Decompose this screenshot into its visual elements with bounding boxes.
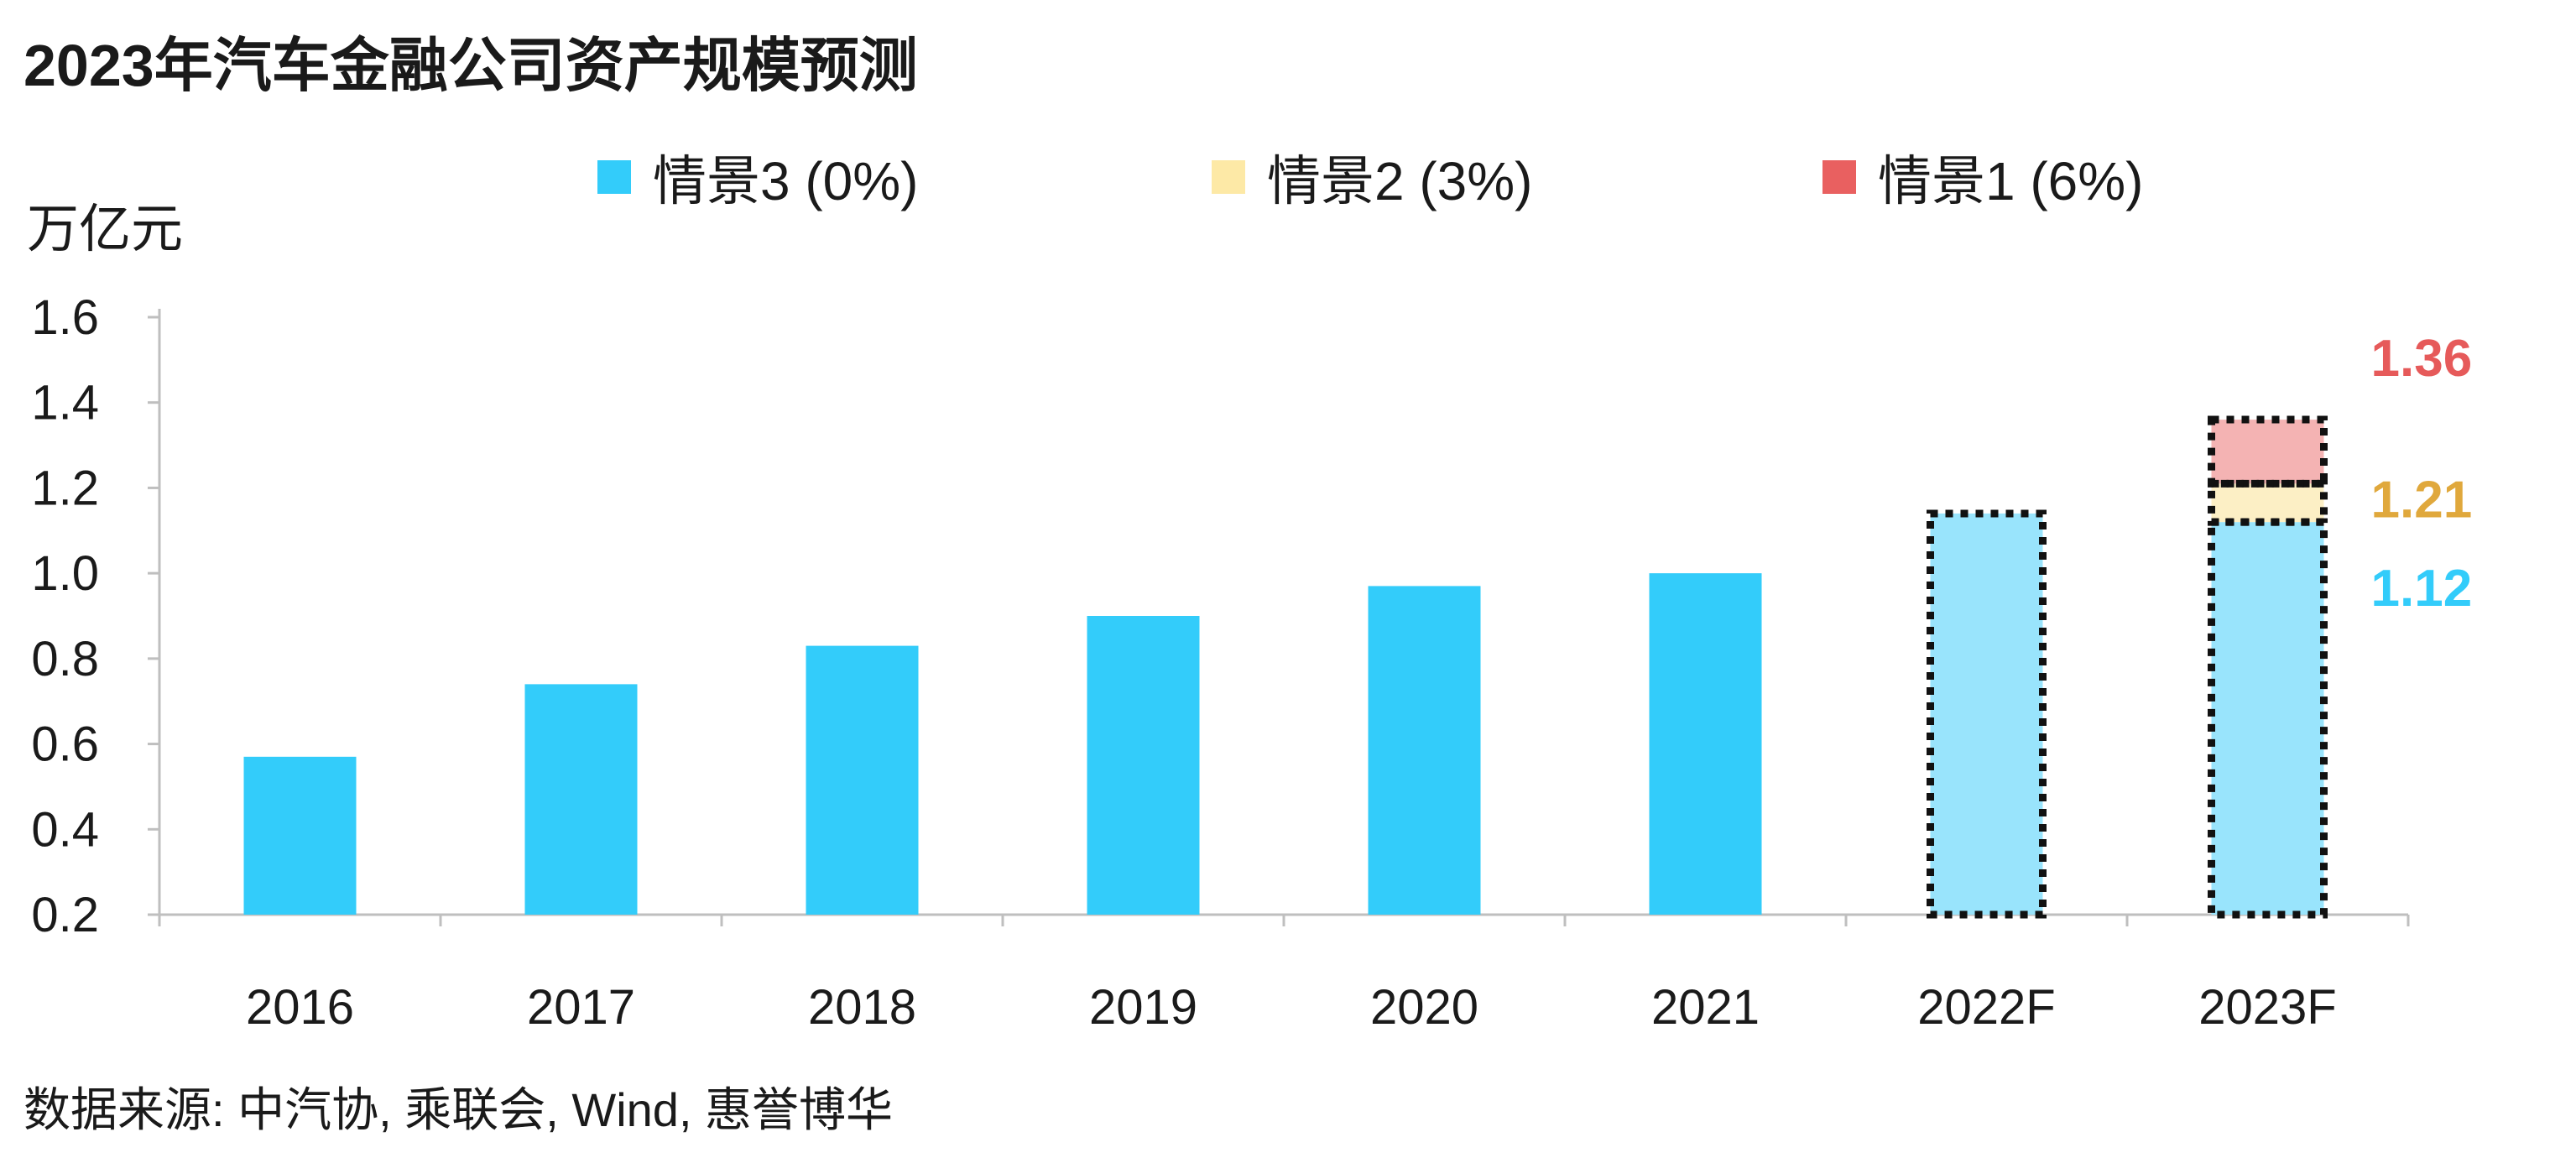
x-tick-label: 2023F [2198,980,2336,1035]
source-note: 数据来源: 中汽协, 乘联会, Wind, 惠誉博华 [23,1083,894,1136]
y-tick-label: 1.6 [31,290,99,345]
y-tick-label: 0.2 [31,888,99,942]
chart-title: 2023年汽车金融公司资产规模预测 [23,33,918,98]
bar-2023F-scenario3-outline [2208,518,2328,919]
x-tick-label: 2017 [527,980,635,1035]
legend-swatch-scenario2 [1212,160,1245,194]
data-labels: 1.12 1.21 1.36 [2371,330,2473,618]
y-tick-label: 0.8 [31,632,99,686]
legend-label-scenario3: 情景3 (0%) [653,151,919,211]
x-tick-label: 2022F [1917,980,2055,1035]
data-label-2023F-scenario3: 1.12 [2371,560,2473,618]
y-tick-label: 1.0 [31,546,99,601]
legend-item-scenario2: 情景2 (3%) [1212,138,1533,216]
bar-2021 [1649,573,1762,915]
bar-2023F-scenario2 [2211,483,2324,523]
legend-item-scenario1: 情景1 (6%) [1822,138,2144,216]
legend-label-scenario1: 情景1 (6%) [1878,151,2144,211]
y-tick-label: 0.4 [31,802,99,857]
y-tick-label: 1.4 [31,376,99,430]
legend: 情景3 (0%) 情景2 (3%) 情景1 (6%) [0,138,2576,214]
bar-2018 [806,645,919,915]
bar-2023F-scenario1 [2211,420,2324,484]
x-tick-label: 2018 [808,980,916,1035]
x-tick-label: 2019 [1089,980,1197,1035]
bar-2019 [1087,616,1200,915]
x-tick-label: 2020 [1370,980,1478,1035]
data-label-2023F-scenario2: 1.21 [2371,471,2473,529]
bar-2023F-scenario1-outline [2208,415,2328,488]
legend-label-scenario2: 情景2 (3%) [1267,151,1533,211]
bar-2017 [524,684,638,915]
legend-swatch-scenario1 [1822,160,1856,194]
bar-2022F [1930,513,2043,915]
bar-2016 [243,756,357,915]
y-tick-label: 1.2 [31,461,99,515]
bars [243,415,2328,919]
bar-2020 [1368,586,1481,915]
data-label-2023F-scenario1: 1.36 [2371,330,2473,388]
axes: 1.6 1.4 1.2 1.0 0.8 0.6 0.4 0.2 2016 2017 2018 2019… [31,290,2410,1035]
legend-item-scenario3: 情景3 (0%) [597,138,919,216]
bar-2023F-scenario3 [2211,522,2324,915]
y-tick-label: 0.6 [31,717,99,772]
legend-swatch-scenario3 [597,160,631,194]
x-tick-label: 2016 [246,980,354,1035]
y-axis-unit: 万亿元 [27,201,184,258]
x-tick-label: 2021 [1651,980,1760,1035]
